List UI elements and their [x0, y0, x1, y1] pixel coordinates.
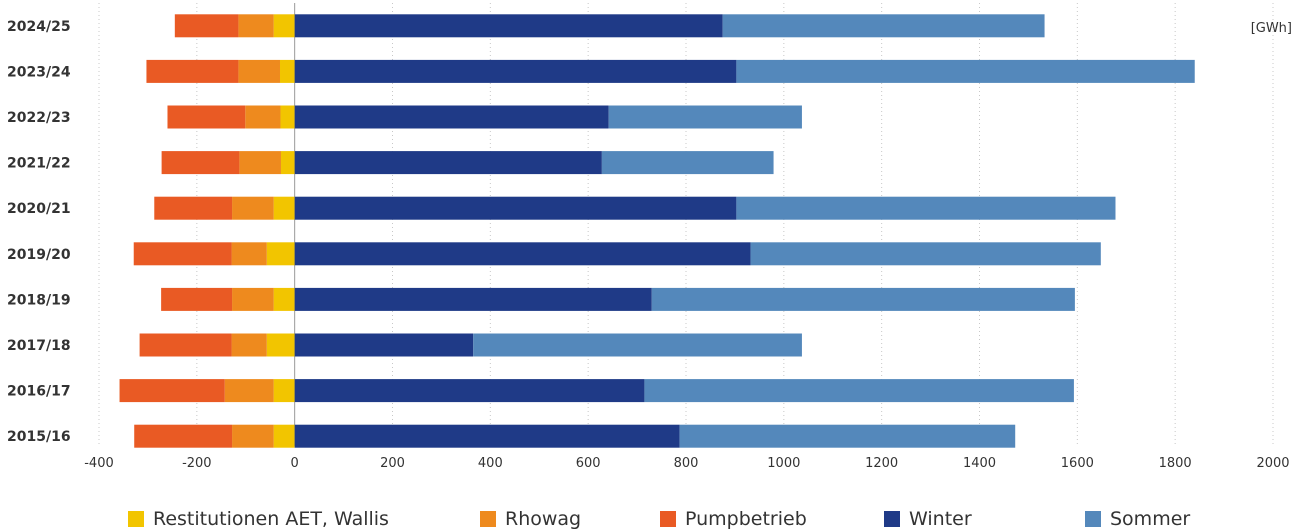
legend-item: Rhowag	[480, 508, 581, 530]
category-label: 2020/21	[7, 201, 71, 217]
bar-2017-18-series-2	[139, 333, 232, 357]
x-tick-label: 1600	[1061, 456, 1094, 471]
legend-swatch	[480, 511, 496, 527]
legend-swatch	[128, 511, 144, 527]
bar-2023-24-series-0	[279, 59, 295, 83]
bar-2022-23-series-4	[608, 105, 802, 129]
bar-2021-22-series-1	[239, 151, 281, 175]
bar-2020-21-series-1	[232, 196, 274, 220]
category-label: 2016/17	[7, 384, 71, 400]
legend-label: Pumpbetrieb	[685, 508, 807, 530]
bars	[119, 14, 1195, 448]
legend-item: Winter	[884, 508, 972, 530]
bar-2022-23-series-1	[245, 105, 281, 129]
bar-2019-20-series-1	[231, 242, 267, 266]
bar-2017-18-series-1	[231, 333, 267, 357]
category-label: 2024/25	[7, 19, 71, 35]
legend-label: Restitutionen AET, Wallis	[153, 508, 389, 530]
bar-2019-20-series-2	[133, 242, 232, 266]
x-tick-labels: -400 -200 0 200 400 600 800 1000 1200 1400 1600 180…	[84, 456, 1289, 471]
bar-2017-18-series-3	[294, 333, 474, 357]
category-label: 2019/20	[7, 247, 71, 263]
x-tick-label: 1000	[767, 456, 800, 471]
x-tick-label: 400	[478, 456, 503, 471]
category-label: 2021/22	[7, 156, 71, 172]
bar-2022-23-series-3	[294, 105, 609, 129]
bar-2018-19-series-0	[273, 287, 295, 311]
legend-swatch	[660, 511, 676, 527]
bar-2020-21-series-4	[736, 196, 1116, 220]
bar-2016-17-series-4	[644, 379, 1074, 403]
bar-2016-17-series-3	[294, 379, 645, 403]
stacked-bar-chart: 2024/25 2023/24 2022/23 2021/22 2020/21 2019/…	[7, 3, 1292, 471]
x-tick-label: 1400	[963, 456, 996, 471]
bar-2021-22-series-4	[601, 151, 774, 175]
bar-2020-21-series-3	[294, 196, 737, 220]
bar-2017-18-series-0	[266, 333, 295, 357]
bar-2024-25-series-0	[273, 14, 295, 38]
bar-2019-20-series-0	[266, 242, 295, 266]
bar-2016-17-series-0	[273, 379, 295, 403]
bar-2016-17-series-1	[224, 379, 274, 403]
bar-2018-19-series-1	[232, 287, 274, 311]
x-tick-label: 1800	[1159, 456, 1192, 471]
bar-2018-19-series-2	[161, 287, 233, 311]
x-tick-label: 2000	[1256, 456, 1289, 471]
bar-2023-24-series-2	[146, 59, 239, 83]
x-tick-label: 1200	[865, 456, 898, 471]
bar-2015-16-series-1	[232, 424, 274, 448]
x-tick-label: 0	[291, 456, 299, 471]
legend-label: Winter	[909, 508, 972, 530]
bar-2023-24-series-1	[238, 59, 280, 83]
category-labels: 2024/25 2023/24 2022/23 2021/22 2020/21 2019/…	[7, 19, 71, 445]
x-tick-label: -200	[182, 456, 212, 471]
bar-2019-20-series-3	[294, 242, 751, 266]
bar-2015-16-series-4	[679, 424, 1016, 448]
bar-2024-25-series-2	[174, 14, 239, 38]
legend-item: Sommer	[1085, 508, 1190, 530]
bar-2021-22-series-0	[280, 151, 295, 175]
bar-2015-16-series-3	[294, 424, 680, 448]
bar-2018-19-series-3	[294, 287, 652, 311]
x-tick-label: 600	[576, 456, 601, 471]
unit-label: [GWh]	[1251, 21, 1292, 36]
bar-2016-17-series-2	[119, 379, 225, 403]
bar-2023-24-series-3	[294, 59, 737, 83]
x-tick-label: -400	[84, 456, 114, 471]
bar-2018-19-series-4	[651, 287, 1075, 311]
bar-2022-23-series-2	[167, 105, 246, 129]
x-tick-label: 200	[380, 456, 405, 471]
bar-2024-25-series-1	[238, 14, 274, 38]
legend-label: Sommer	[1110, 508, 1191, 530]
category-label: 2023/24	[7, 64, 71, 80]
category-label: 2018/19	[7, 292, 71, 308]
legend-label: Rhowag	[505, 508, 582, 530]
bar-2020-21-series-0	[273, 196, 295, 220]
bar-2022-23-series-0	[280, 105, 295, 129]
legend-swatch	[884, 511, 900, 527]
bar-2019-20-series-4	[750, 242, 1101, 266]
bar-2023-24-series-4	[736, 59, 1195, 83]
legend-item: Restitutionen AET, Wallis	[128, 508, 389, 530]
category-label: 2015/16	[7, 429, 71, 445]
legend-item: Pumpbetrieb	[660, 508, 807, 530]
bar-2024-25-series-4	[722, 14, 1045, 38]
bar-2015-16-series-2	[134, 424, 233, 448]
bar-2021-22-series-2	[161, 151, 240, 175]
legend: Restitutionen AET, Wallis Rhowag Pumpbetri…	[0, 508, 1306, 531]
bar-2021-22-series-3	[294, 151, 602, 175]
legend-swatch	[1085, 511, 1101, 527]
x-tick-label: 800	[674, 456, 699, 471]
bar-2024-25-series-3	[294, 14, 723, 38]
bar-2020-21-series-2	[154, 196, 233, 220]
bar-2017-18-series-4	[473, 333, 802, 357]
bar-2015-16-series-0	[273, 424, 295, 448]
category-label: 2017/18	[7, 338, 71, 354]
category-label: 2022/23	[7, 110, 71, 126]
